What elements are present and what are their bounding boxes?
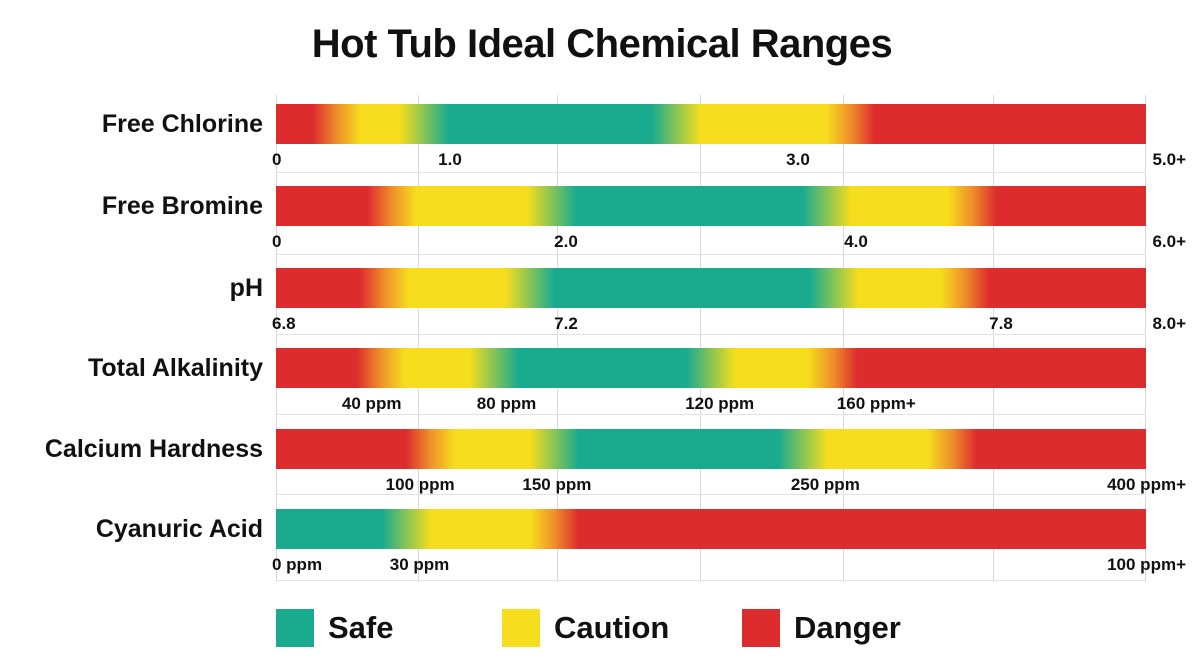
tick-label-free-chlorine: 3.0 (786, 150, 810, 169)
legend-label-safe: Safe (328, 610, 394, 645)
legend-item-safe: Safe (276, 608, 393, 648)
range-bar-free-chlorine (276, 104, 1146, 144)
range-bar-calcium-hardness (276, 429, 1146, 469)
legend-item-danger: Danger (742, 608, 901, 648)
row-divider (276, 172, 1146, 173)
tick-label-cyanuric-acid: 0 ppm (272, 555, 323, 574)
tick-label-total-alkalinity: 160 ppm+ (836, 394, 916, 413)
tick-label-calcium-hardness: 400 ppm+ (1107, 475, 1186, 494)
tick-label-calcium-hardness: 100 ppm (385, 475, 455, 494)
row-label-cyanuric-acid: Cyanuric Acid (95, 515, 263, 543)
row-divider (276, 580, 1146, 581)
tick-label-free-bromine: 2.0 (554, 232, 578, 251)
tick-label-cyanuric-acid: 30 ppm (389, 555, 450, 574)
legend-swatch-safe (276, 609, 314, 647)
row-divider (276, 254, 1146, 255)
row-divider (276, 414, 1146, 415)
tick-label-total-alkalinity: 40 ppm (341, 394, 402, 413)
legend-swatch-danger (742, 609, 780, 647)
legend-swatch-caution (502, 609, 540, 647)
row-label-free-chlorine: Free Chlorine (101, 110, 263, 138)
row-label-calcium-hardness: Calcium Hardness (44, 435, 263, 463)
range-bar-cyanuric-acid (276, 509, 1146, 549)
tick-label-free-chlorine: 5.0+ (1152, 150, 1186, 169)
row-label-free-bromine: Free Bromine (101, 192, 263, 220)
tick-label-free-bromine: 0 (272, 232, 282, 251)
range-bar-ph (276, 268, 1146, 308)
tick-label-free-bromine: 4.0 (844, 232, 868, 251)
tick-label-ph: 8.0+ (1152, 314, 1186, 333)
tick-label-cyanuric-acid: 100 ppm+ (1107, 555, 1186, 574)
legend-label-caution: Caution (554, 610, 670, 645)
row-label-ph: pH (229, 274, 263, 302)
legend-item-caution: Caution (502, 608, 669, 648)
tick-label-ph: 7.8 (989, 314, 1013, 333)
tick-label-ph: 7.2 (554, 314, 578, 333)
row-divider (276, 334, 1146, 335)
tick-label-ph: 6.8 (272, 314, 296, 333)
tick-label-free-chlorine: 1.0 (438, 150, 462, 169)
range-bar-free-bromine (276, 186, 1146, 226)
tick-label-free-chlorine: 0 (272, 150, 282, 169)
chart-title: Hot Tub Ideal Chemical Ranges (311, 22, 893, 66)
legend: Safe Caution Danger (0, 608, 1204, 652)
legend-label-danger: Danger (794, 610, 901, 645)
tick-label-calcium-hardness: 250 ppm (790, 475, 860, 494)
tick-label-free-bromine: 6.0+ (1152, 232, 1186, 251)
tick-label-calcium-hardness: 150 ppm (522, 475, 592, 494)
tick-label-total-alkalinity: 120 ppm (685, 394, 755, 413)
range-bar-total-alkalinity (276, 348, 1146, 388)
row-label-total-alkalinity: Total Alkalinity (87, 354, 263, 382)
tick-label-total-alkalinity: 80 ppm (476, 394, 537, 413)
